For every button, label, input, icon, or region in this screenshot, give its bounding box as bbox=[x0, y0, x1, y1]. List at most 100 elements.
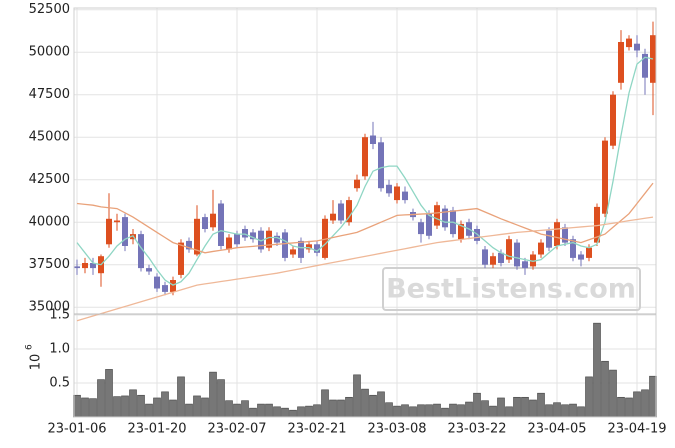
y-tick-label: 45000 bbox=[29, 130, 70, 145]
candle-body bbox=[634, 43, 640, 51]
candle-body bbox=[282, 232, 288, 258]
x-tick-label: 23-04-05 bbox=[527, 422, 586, 437]
candle-body bbox=[186, 240, 192, 250]
y-tick-label: 1.0 bbox=[49, 342, 70, 357]
volume-bar bbox=[297, 406, 305, 418]
x-tick-label: 23-03-22 bbox=[447, 422, 506, 437]
volume-bar bbox=[113, 396, 121, 418]
candle-body bbox=[362, 137, 368, 177]
volume-bar bbox=[569, 403, 577, 418]
candle-body bbox=[482, 249, 488, 265]
candle-body bbox=[258, 230, 264, 250]
candle-body bbox=[266, 230, 272, 248]
volume-bar bbox=[257, 403, 265, 418]
candle-body bbox=[218, 203, 224, 246]
candle-body bbox=[538, 242, 544, 255]
candle-body bbox=[442, 208, 448, 228]
candle-body bbox=[90, 263, 96, 269]
volume-bar bbox=[321, 389, 329, 418]
candle-body bbox=[138, 234, 144, 269]
candle-body bbox=[346, 200, 352, 223]
candle-body bbox=[618, 42, 624, 83]
volume-bar bbox=[145, 403, 153, 418]
volume-bar bbox=[337, 399, 345, 418]
unit-exponent: 6 bbox=[25, 344, 35, 350]
volume-bar bbox=[89, 398, 97, 418]
volume-bar bbox=[625, 397, 633, 418]
volume-bar bbox=[497, 397, 505, 418]
volume-bar bbox=[545, 404, 553, 418]
candle-body bbox=[530, 254, 536, 267]
volume-bar bbox=[617, 396, 625, 418]
y-tick-label: 35000 bbox=[29, 300, 70, 315]
candle-body bbox=[290, 249, 296, 255]
volume-bar bbox=[185, 403, 193, 418]
volume-bar bbox=[633, 391, 641, 418]
volume-bar bbox=[161, 391, 169, 418]
volume-bar bbox=[273, 406, 281, 418]
candle-body bbox=[154, 276, 160, 289]
volume-bar bbox=[489, 405, 497, 418]
y-tick-label: 52500 bbox=[29, 2, 70, 17]
volume-bar bbox=[265, 403, 273, 418]
volume-bar bbox=[129, 389, 137, 418]
volume-bar bbox=[361, 388, 369, 418]
y-tick-label: 40000 bbox=[29, 215, 70, 230]
volume-bar bbox=[649, 375, 657, 418]
candle-body bbox=[114, 220, 120, 223]
volume-bar bbox=[481, 400, 489, 418]
candle-body bbox=[402, 191, 408, 201]
volume-bar bbox=[553, 402, 561, 418]
volume-bar bbox=[521, 396, 529, 418]
volume-bar bbox=[209, 371, 217, 418]
candle-body bbox=[386, 184, 392, 194]
y-tick-label: 0.5 bbox=[49, 376, 70, 391]
candle-body bbox=[626, 38, 632, 48]
y-tick-label: 50000 bbox=[29, 45, 70, 60]
volume-bar bbox=[201, 397, 209, 418]
candle-body bbox=[146, 268, 152, 272]
candle-body bbox=[514, 242, 520, 267]
candle-body bbox=[578, 254, 584, 260]
volume-bar bbox=[177, 376, 185, 418]
volume-bar bbox=[105, 369, 113, 418]
candle-body bbox=[522, 261, 528, 269]
candle-body bbox=[330, 213, 336, 221]
volume-bar bbox=[385, 402, 393, 418]
volume-bar bbox=[409, 406, 417, 418]
volume-bar bbox=[289, 409, 297, 418]
volume-bar bbox=[561, 404, 569, 418]
volume-bar bbox=[393, 405, 401, 418]
volume-bar bbox=[345, 396, 353, 418]
volume-bar bbox=[353, 374, 361, 418]
volume-bar bbox=[121, 395, 129, 418]
volume-bar bbox=[225, 400, 233, 418]
candle-body bbox=[210, 213, 216, 228]
volume-bar bbox=[457, 404, 465, 418]
volume-unit: 10 6 bbox=[25, 344, 44, 370]
candle-body bbox=[274, 235, 280, 243]
watermark: BestListens.com bbox=[386, 274, 636, 305]
candle-body bbox=[594, 206, 600, 243]
y-tick-label: 47500 bbox=[29, 87, 70, 102]
candle-body bbox=[202, 217, 208, 229]
candle-body bbox=[586, 247, 592, 258]
volume-bar bbox=[313, 404, 321, 418]
moving-average-line bbox=[76, 182, 654, 254]
candle-body bbox=[570, 239, 576, 258]
volume-bar bbox=[513, 396, 521, 418]
candle-body bbox=[610, 94, 616, 146]
x-tick-label: 23-01-06 bbox=[47, 422, 106, 437]
volume-bar bbox=[305, 405, 313, 418]
volume-bar bbox=[217, 379, 225, 418]
candle-body bbox=[458, 223, 464, 240]
candle-body bbox=[162, 285, 168, 292]
candle-body bbox=[370, 135, 376, 144]
volume-bar bbox=[641, 389, 649, 418]
candle-body bbox=[354, 179, 360, 189]
candle-body bbox=[602, 140, 608, 214]
moving-average-line bbox=[76, 56, 654, 286]
volume-bar bbox=[577, 406, 585, 418]
x-tick-label: 23-04-19 bbox=[607, 422, 666, 437]
